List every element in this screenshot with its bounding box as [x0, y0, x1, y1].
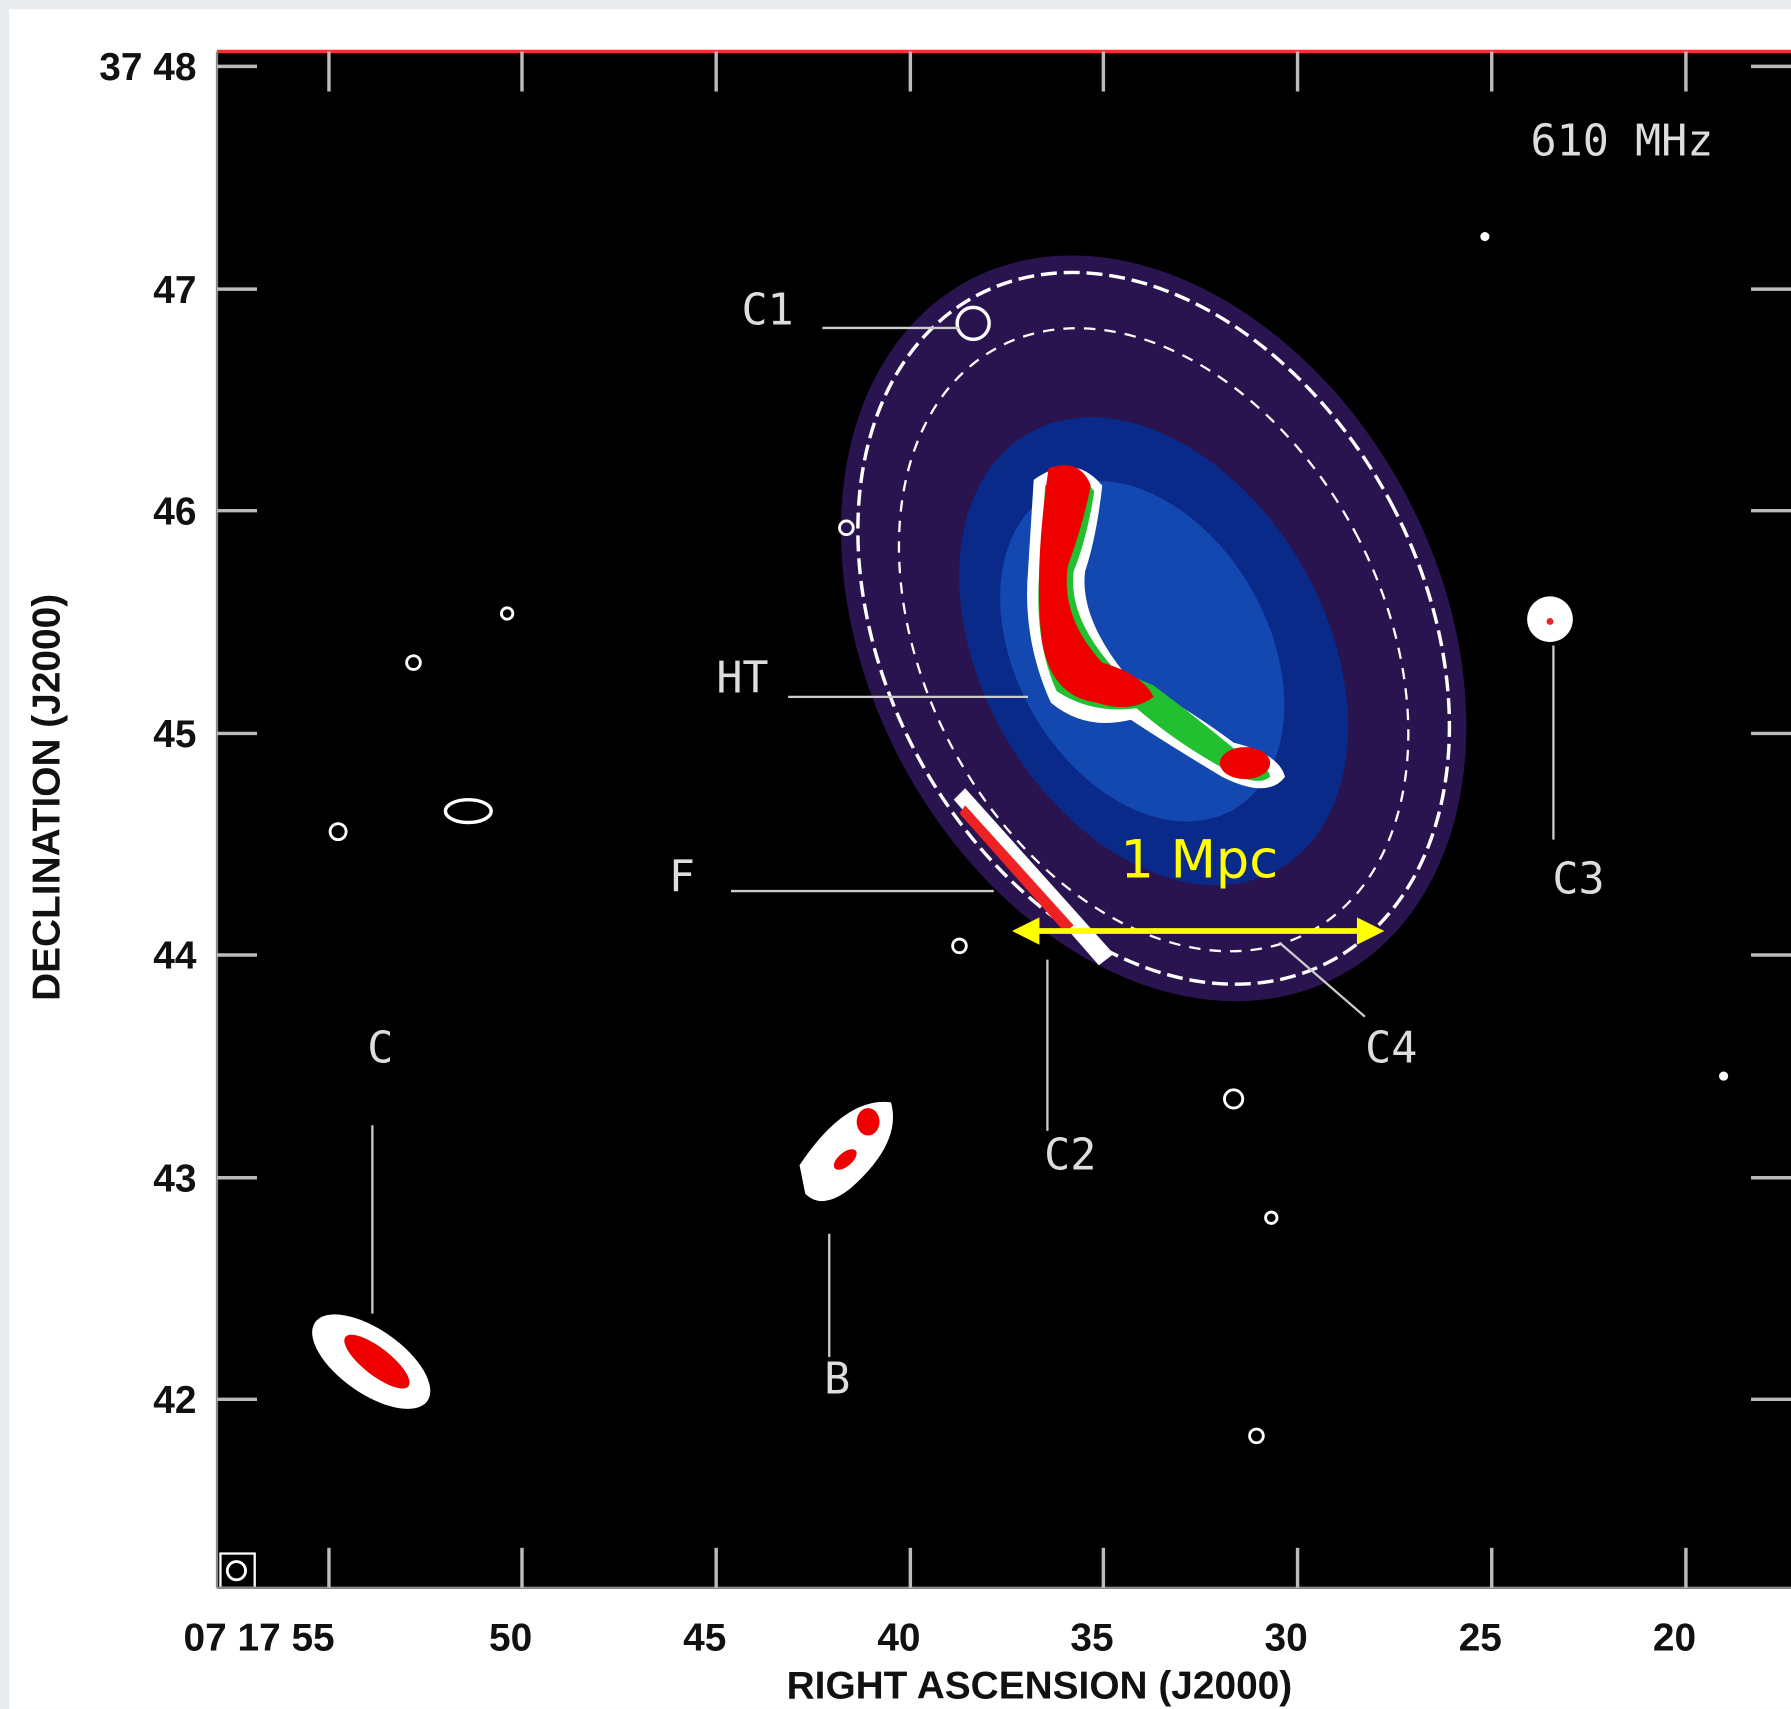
- source-label: C: [367, 1023, 393, 1073]
- f-contour: [953, 788, 1114, 966]
- source-label: B: [824, 1355, 850, 1405]
- source-label: HT: [716, 653, 768, 703]
- y-tick-label: 43: [153, 1157, 196, 1200]
- point-source: [328, 822, 348, 842]
- x-tick-label: 40: [877, 1617, 920, 1660]
- source-label: C2: [1044, 1131, 1096, 1181]
- point-source: [1223, 1088, 1245, 1110]
- ht-contour: [1027, 466, 1285, 789]
- x-axis-title: RIGHT ASCENSION (J2000): [787, 1665, 1293, 1708]
- x-tick-label: 45: [683, 1617, 726, 1660]
- point-source: [951, 937, 968, 955]
- y-tick-label: 47: [153, 269, 196, 312]
- scale-label: 1 Mpc: [1120, 829, 1278, 890]
- point-source: [500, 606, 515, 621]
- y-tick-label: 45: [153, 713, 196, 756]
- frequency-label: 610 MHz: [1530, 116, 1713, 166]
- b-red: [856, 1108, 880, 1136]
- source-label: C4: [1365, 1023, 1417, 1073]
- point-source: [1264, 1210, 1279, 1225]
- ht-red: [1038, 465, 1154, 708]
- x-tick-label: 50: [489, 1617, 532, 1660]
- c1-source: [955, 305, 991, 342]
- point-source: [1480, 231, 1490, 242]
- x-tick-label: 30: [1265, 1617, 1308, 1660]
- callout-line: [1278, 941, 1366, 1018]
- y-tick-label: 44: [153, 935, 197, 978]
- y-tick-label: 42: [153, 1379, 196, 1422]
- x-tick-label: 35: [1070, 1617, 1113, 1660]
- x-tick-label: 25: [1459, 1617, 1502, 1660]
- source-label: C1: [741, 286, 793, 336]
- point-source: [1719, 1071, 1729, 1081]
- point-source: [838, 519, 855, 537]
- ht-tail-red: [1219, 747, 1271, 780]
- contour: [856, 270, 1452, 986]
- emission: [219, 231, 1729, 1589]
- source-label: C3: [1552, 854, 1604, 904]
- x-tick-label: 20: [1653, 1617, 1696, 1660]
- callout-lines: [371, 326, 1555, 1358]
- point-source: [1248, 1427, 1265, 1445]
- x-tick-label: 07 17 55: [184, 1617, 335, 1660]
- y-tick-label: 37 48: [99, 46, 196, 89]
- y-axis-title: DECLINATION (J2000): [25, 594, 68, 1001]
- c3-core: [1546, 618, 1554, 625]
- c-red: [344, 1334, 410, 1389]
- point-source: [405, 654, 422, 671]
- scale-bar: [1012, 917, 1385, 945]
- y-tick-label: 46: [153, 490, 196, 533]
- ht-green: [1038, 475, 1271, 781]
- f-red: [959, 805, 1074, 933]
- point-source: [443, 797, 493, 825]
- beam: [225, 1560, 248, 1582]
- b-red: [833, 1149, 857, 1170]
- source-label: F: [669, 852, 695, 902]
